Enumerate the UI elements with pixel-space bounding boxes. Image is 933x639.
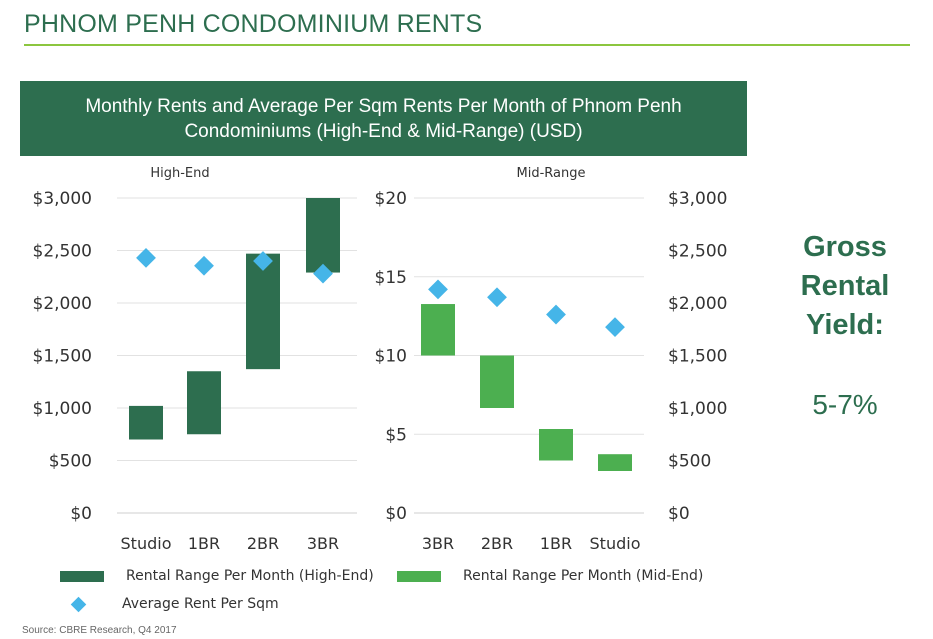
right-y-tick-label: $500 [668, 452, 711, 472]
range-bar-2br [246, 253, 280, 370]
legend-diamond-icon [70, 596, 87, 612]
legend-label-mid-end: Rental Range Per Month (Mid-End) [463, 568, 704, 584]
high-end-chart: $0 $500 $1,000 $1,500 $2,000 $2,500 $3,000 High… [33, 166, 357, 553]
y-tick-label: $5 [385, 425, 407, 445]
yield-line-1: Gross [803, 231, 887, 263]
right-y-tick-label: $2,000 [668, 294, 727, 314]
range-bar-studio [598, 454, 632, 471]
legend: Rental Range Per Month (High-End) Rental… [60, 568, 760, 618]
source-note: Source: CBRE Research, Q4 2017 [22, 625, 177, 636]
range-bar-2br [480, 355, 514, 408]
category-label: 1BR [540, 534, 572, 553]
per-sqm-diamond-1br [546, 304, 566, 325]
category-label: 2BR [481, 534, 513, 553]
yield-line-2: Rental [800, 270, 890, 302]
legend-label-per-sqm: Average Rent Per Sqm [122, 596, 279, 612]
per-sqm-diamond-2br [487, 287, 507, 308]
category-label: 1BR [188, 534, 220, 553]
right-y-tick-label: $1,000 [668, 399, 727, 419]
mid-range-chart: $0 $5 $10 $15 $20 $0 $500 $1,000 $1,500 $2,000 $2,… [375, 166, 728, 553]
banner-title: Monthly Rents and Average Per Sqm Rents … [85, 95, 682, 142]
panel-subtitle: Mid-Range [517, 166, 586, 181]
y-tick-label: $3,000 [33, 189, 92, 209]
range-bar-3br [306, 198, 340, 273]
per-sqm-diamond-studio [136, 247, 156, 268]
range-bar-1br [539, 429, 573, 461]
y-tick-label: $0 [385, 504, 407, 524]
category-label: 3BR [422, 534, 454, 553]
right-y-tick-label: $3,000 [668, 189, 727, 209]
per-sqm-diamond-studio [605, 317, 625, 338]
right-y-tick-label: $1,500 [668, 347, 727, 367]
category-label: 2BR [247, 534, 279, 553]
chart-banner: Monthly Rents and Average Per Sqm Rents … [20, 81, 747, 156]
category-label: Studio [590, 534, 641, 553]
category-label: 3BR [307, 534, 339, 553]
per-sqm-diamond-2br [253, 251, 273, 271]
y-tick-label: $0 [70, 504, 92, 524]
title-rule [24, 44, 910, 46]
chart-area: $0 $500 $1,000 $1,500 $2,000 $2,500 $3,000 High… [33, 166, 728, 553]
y-tick-label: $2,500 [33, 242, 92, 262]
per-sqm-diamond-3br [313, 263, 333, 284]
yield-value: 5-7% [812, 389, 878, 420]
legend-item-per-sqm: Average Rent Per Sqm [60, 596, 279, 612]
legend-item-mid-end: Rental Range Per Month (Mid-End) [397, 568, 703, 584]
legend-swatch-mid-end [397, 570, 441, 582]
per-sqm-diamond-1br [194, 255, 214, 276]
y-tick-label: $2,000 [33, 294, 92, 314]
range-bar-studio [129, 405, 163, 440]
range-bar-3br [421, 304, 455, 356]
y-tick-label: $500 [49, 452, 92, 472]
y-tick-label: $20 [375, 189, 407, 209]
right-y-tick-label: $0 [668, 504, 690, 524]
gross-rental-yield: Gross Rental Yield: 5-7% [780, 228, 910, 424]
y-tick-label: $10 [375, 347, 407, 367]
panel-subtitle: High-End [150, 166, 209, 181]
page-title: PHNOM PENH CONDOMINIUM RENTS [24, 10, 483, 38]
y-tick-label: $1,500 [33, 347, 92, 367]
legend-item-high-end: Rental Range Per Month (High-End) [60, 568, 374, 584]
right-y-tick-label: $2,500 [668, 242, 727, 262]
legend-swatch-high-end [60, 570, 104, 582]
y-tick-label: $15 [375, 268, 407, 288]
yield-line-3: Yield: [806, 309, 884, 341]
per-sqm-diamond-3br [428, 279, 448, 300]
category-label: Studio [121, 534, 172, 553]
y-tick-label: $1,000 [33, 399, 92, 419]
range-bar-1br [187, 371, 221, 435]
legend-label-high-end: Rental Range Per Month (High-End) [126, 568, 374, 584]
